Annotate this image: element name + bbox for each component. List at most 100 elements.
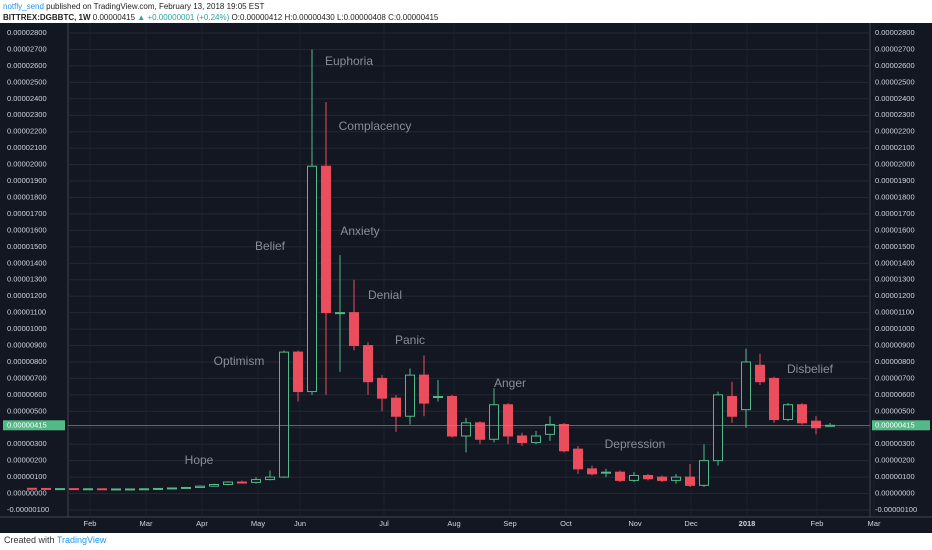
candle-body xyxy=(293,351,303,393)
candle-body xyxy=(797,404,807,424)
candle-body xyxy=(139,488,149,491)
y-tick-label: 0.00002200 xyxy=(875,127,915,136)
x-tick-label: Apr xyxy=(196,519,208,528)
y-tick-label: 0.00002100 xyxy=(875,143,915,152)
annotation: Depression xyxy=(605,437,666,451)
x-tick-label: May xyxy=(251,519,265,528)
annotation: Optimism xyxy=(214,354,265,368)
y-tick-label: 0.00000300 xyxy=(875,439,915,448)
candle-body xyxy=(699,460,709,486)
candle-body xyxy=(671,476,681,481)
annotation: Anger xyxy=(494,376,526,390)
candle-body xyxy=(391,397,401,417)
x-tick-label: Oct xyxy=(560,519,573,528)
candle-body xyxy=(349,312,359,347)
header-line: BITTREX:DGBBTC, 1W 0.00000415 ▲ +0.00000… xyxy=(3,12,438,23)
candle-body xyxy=(27,487,37,490)
y-tick-label: 0.00000700 xyxy=(7,373,47,382)
y-tick-label: 0.00001200 xyxy=(7,291,47,300)
x-tick-label: Dec xyxy=(684,519,698,528)
x-tick-label: Sep xyxy=(503,519,516,528)
y-tick-label: 0.00001900 xyxy=(7,176,47,185)
y-tick-label: 0.00001600 xyxy=(875,225,915,234)
candle-body xyxy=(363,345,373,383)
y-tick-label: 0.00002700 xyxy=(7,44,47,53)
y-tick-label: 0.00002600 xyxy=(7,61,47,70)
candle-body xyxy=(783,404,793,421)
price-badge xyxy=(3,420,65,431)
candle-body xyxy=(279,351,289,478)
y-tick-label: 0.00002100 xyxy=(7,143,47,152)
y-tick-label: 0.00001700 xyxy=(7,209,47,218)
y-tick-label: 0.00001000 xyxy=(875,324,915,333)
candle-body xyxy=(251,479,261,483)
y-tick-label: 0.00000700 xyxy=(875,373,915,382)
price-label: 0.00000415 xyxy=(7,420,47,429)
annotation: Belief xyxy=(255,239,286,253)
candle-body xyxy=(83,488,93,491)
candle-body xyxy=(503,404,513,437)
candle-body xyxy=(97,488,107,491)
annotation: Denial xyxy=(368,288,402,302)
candle-body xyxy=(209,484,219,487)
y-tick-label: 0.00000600 xyxy=(875,390,915,399)
y-tick-label: -0.00000100 xyxy=(875,505,917,514)
candle-body xyxy=(559,423,569,452)
candle-body xyxy=(265,476,275,481)
price-label: 0.00000415 xyxy=(875,420,915,429)
y-tick-label: 0.00002600 xyxy=(875,61,915,70)
candle-body xyxy=(447,396,457,437)
candle-body xyxy=(517,435,527,444)
y-tick-label: 0.00000000 xyxy=(875,489,915,498)
candle-body xyxy=(419,374,429,404)
annotation: Complacency xyxy=(339,119,412,133)
candle-body xyxy=(531,435,541,444)
y-tick-label: 0.00000600 xyxy=(7,390,47,399)
candle-body xyxy=(713,394,723,462)
y-tick-label: -0.00000100 xyxy=(7,505,49,514)
candle-body xyxy=(223,481,233,486)
y-tick-label: 0.00001200 xyxy=(875,291,915,300)
annotation: Panic xyxy=(395,333,425,347)
y-tick-label: 0.00002400 xyxy=(7,94,47,103)
x-tick-label: Feb xyxy=(811,519,824,528)
candle-body xyxy=(727,396,737,417)
y-tick-label: 0.00001800 xyxy=(875,192,915,201)
y-tick-label: 0.00000300 xyxy=(7,439,47,448)
x-tick-label: Feb xyxy=(84,519,97,528)
candle-body xyxy=(489,404,499,440)
y-tick-label: 0.00001500 xyxy=(875,242,915,251)
candle-body xyxy=(629,474,639,481)
candle-body xyxy=(601,471,611,474)
y-tick-label: 0.00002300 xyxy=(7,110,47,119)
footer: Created with TradingView xyxy=(4,535,106,545)
x-tick-label: Mar xyxy=(140,519,153,528)
ohlc: O:0.00000412 H:0.00000430 L:0.00000408 C… xyxy=(231,13,439,22)
header: notfly_send published on TradingView.com… xyxy=(3,1,438,23)
candle-body xyxy=(377,377,387,399)
y-tick-label: 0.00001400 xyxy=(875,258,915,267)
candle-body xyxy=(433,396,443,399)
candle-body xyxy=(811,420,821,429)
author[interactable]: notfly_send xyxy=(3,2,44,11)
candle-body xyxy=(615,471,625,481)
annotation: Disbelief xyxy=(787,362,834,376)
x-tick-label: Mar xyxy=(868,519,881,528)
candle-body xyxy=(167,487,177,490)
y-tick-label: 0.00001600 xyxy=(7,225,47,234)
y-tick-label: 0.00000900 xyxy=(875,341,915,350)
y-tick-label: 0.00000500 xyxy=(7,406,47,415)
y-tick-label: 0.00002800 xyxy=(7,28,47,37)
brand[interactable]: TradingView xyxy=(56,535,107,545)
candle-body xyxy=(475,422,485,440)
y-tick-label: 0.00000200 xyxy=(875,456,915,465)
y-tick-label: 0.00001400 xyxy=(7,258,47,267)
x-tick-label: Jun xyxy=(294,519,306,528)
y-tick-label: 0.00000200 xyxy=(7,456,47,465)
y-tick-label: 0.00002000 xyxy=(875,160,915,169)
header-line: notfly_send published on TradingView.com… xyxy=(3,1,438,12)
y-tick-label: 0.00000800 xyxy=(875,357,915,366)
y-tick-label: 0.00002500 xyxy=(7,77,47,86)
y-tick-label: 0.00002500 xyxy=(875,77,915,86)
x-tick-label: Aug xyxy=(447,519,460,528)
